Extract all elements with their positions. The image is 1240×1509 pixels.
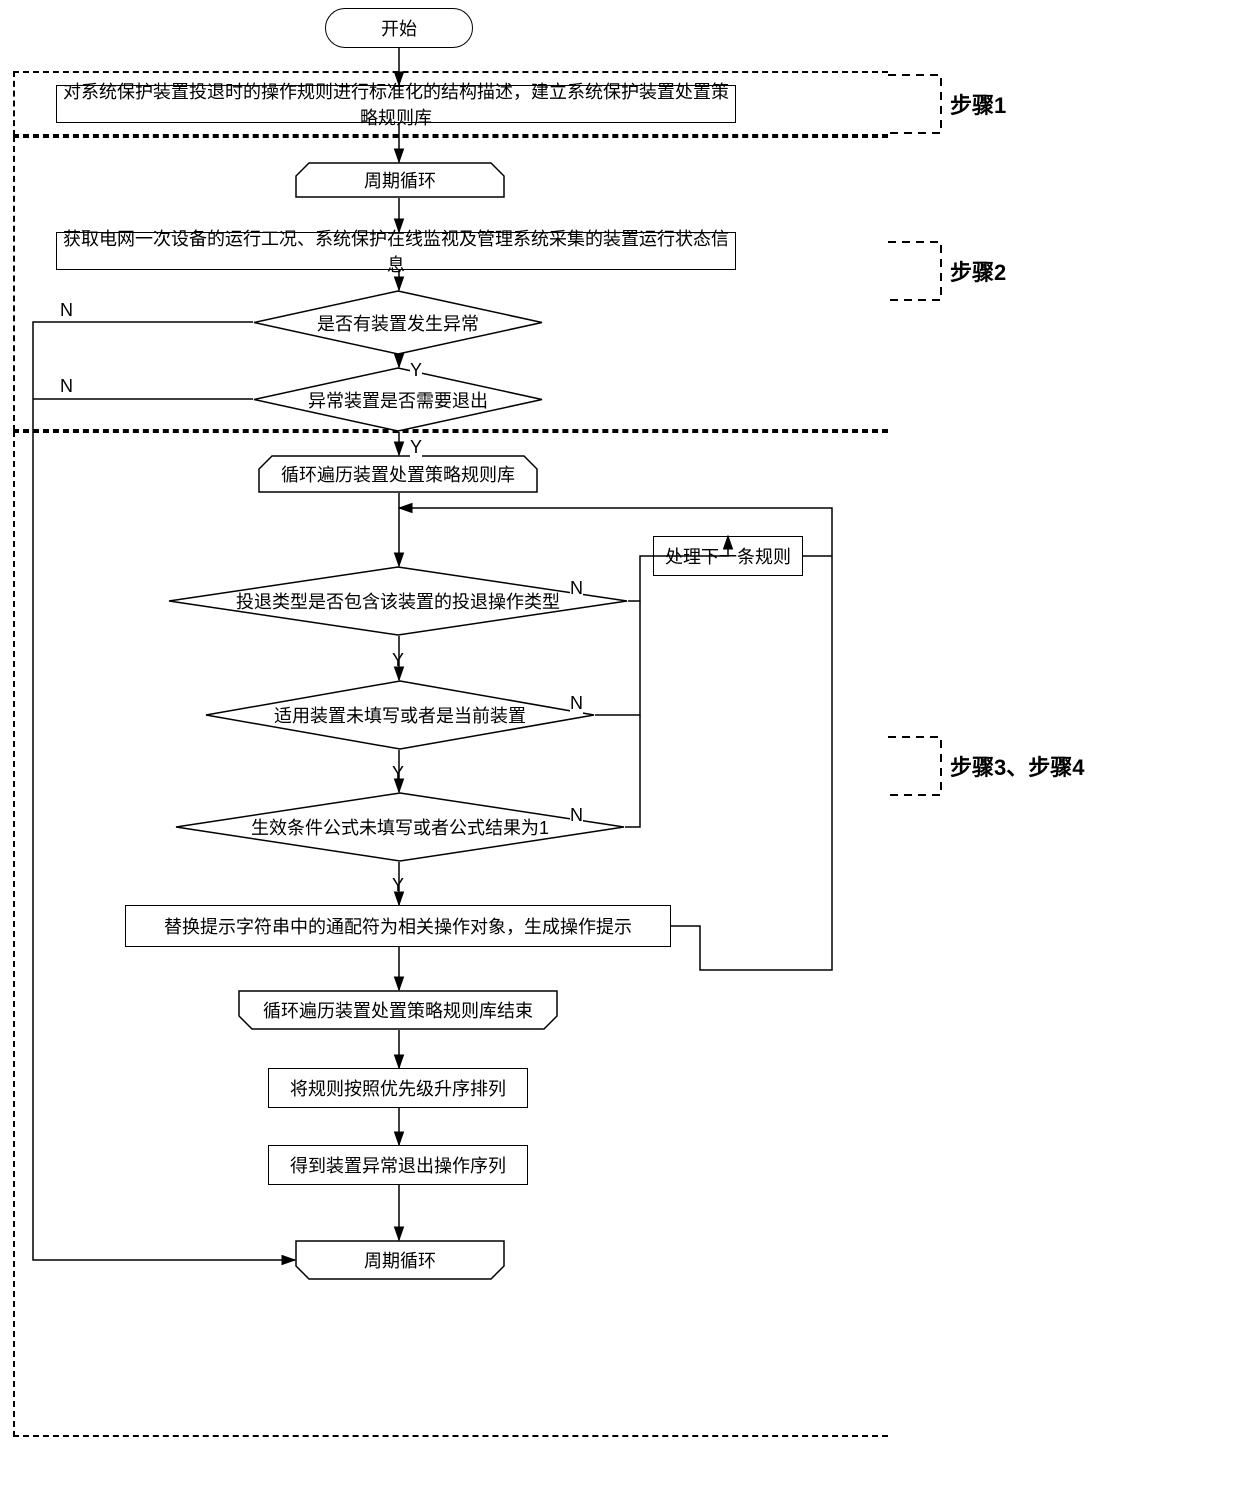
node-p1: 对系统保护装置投退时的操作规则进行标准化的结构描述，建立系统保护装置处置策略规则… xyxy=(56,85,736,123)
yn-label-2: N xyxy=(60,376,73,397)
yn-label-4: N xyxy=(570,578,583,599)
step2-label: 步骤2 xyxy=(950,255,1006,287)
bracket-step3 xyxy=(888,735,943,797)
node-loop_top: 周期循环 xyxy=(295,162,505,198)
step3-label: 步骤3、步骤4 xyxy=(950,750,1084,782)
yn-label-9: Y xyxy=(392,875,404,896)
edge-18 xyxy=(625,715,640,827)
yn-label-8: N xyxy=(570,805,583,826)
node-d4: 适用装置未填写或者是当前装置 xyxy=(205,680,595,750)
node-d3: 投退类型是否包含该装置的投退操作类型 xyxy=(168,566,628,636)
node-start: 开始 xyxy=(325,8,473,48)
node-p3: 替换提示字符串中的通配符为相关操作对象，生成操作提示 xyxy=(125,905,671,947)
bracket-step2 xyxy=(888,240,943,302)
node-nextrule: 处理下一条规则 xyxy=(653,536,803,576)
node-p5: 得到装置异常退出操作序列 xyxy=(268,1145,528,1185)
step1-label: 步骤1 xyxy=(950,88,1006,120)
yn-label-6: N xyxy=(570,693,583,714)
bracket-step1 xyxy=(888,73,943,135)
node-loop_bot: 周期循环 xyxy=(295,1240,505,1280)
yn-label-5: Y xyxy=(392,650,404,671)
flowchart-canvas: 步骤1 步骤2 步骤3、步骤4 开始对系统保护装置投退时的操作规则进行标准化的结构… xyxy=(0,0,1240,1509)
node-d2: 异常装置是否需要退出 xyxy=(253,367,543,432)
yn-label-3: Y xyxy=(410,437,422,458)
yn-label-0: N xyxy=(60,300,73,321)
yn-label-1: Y xyxy=(410,360,422,381)
node-p4: 将规则按照优先级升序排列 xyxy=(268,1068,528,1108)
edge-14 xyxy=(33,322,295,1260)
yn-label-7: Y xyxy=(392,763,404,784)
node-d1: 是否有装置发生异常 xyxy=(253,290,543,355)
node-d5: 生效条件公式未填写或者公式结果为1 xyxy=(175,792,625,862)
node-p2: 获取电网一次设备的运行工况、系统保护在线监视及管理系统采集的装置运行状态信息 xyxy=(56,232,736,270)
node-loop2_bot: 循环遍历装置处置策略规则库结束 xyxy=(238,990,558,1030)
node-loop2_top: 循环遍历装置处置策略规则库 xyxy=(258,455,538,493)
